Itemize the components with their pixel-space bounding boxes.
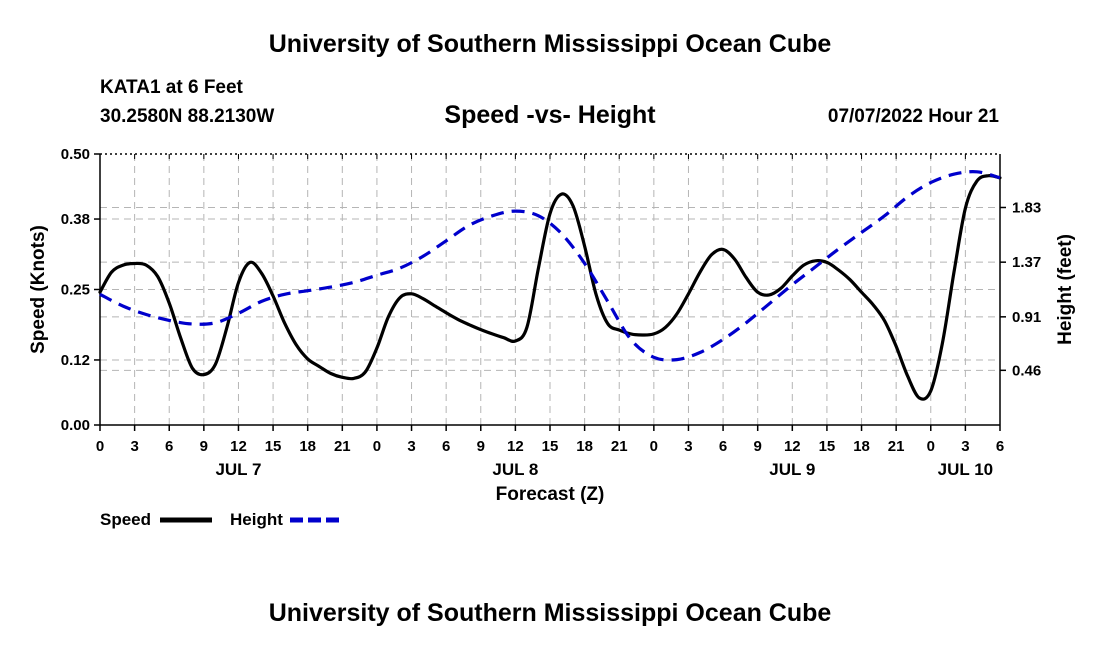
x-tick-label: 12 — [507, 438, 524, 455]
x-tick-label: 18 — [299, 438, 316, 455]
x-tick-label: 0 — [373, 438, 381, 455]
x-tick-label: 0 — [96, 438, 104, 455]
series-line-speed — [98, 174, 1002, 401]
x-tick-label: 6 — [165, 438, 173, 455]
y-tick-label: 0.50 — [61, 146, 90, 163]
x-tick-label: 3 — [684, 438, 692, 455]
y-tick-label: 0.25 — [61, 282, 90, 299]
x-tick-label: 15 — [265, 438, 282, 455]
series-line-height — [99, 170, 1001, 362]
x-tick-label: 15 — [819, 438, 836, 455]
date-label: JUL 10 — [938, 460, 993, 479]
x-tick-label: 3 — [961, 438, 969, 455]
x-axis-title: Forecast (Z) — [496, 484, 605, 505]
x-tick-label: 21 — [888, 438, 905, 455]
x-tick-label: 15 — [542, 438, 559, 455]
x-tick-label: 18 — [853, 438, 870, 455]
x-tick-label: 21 — [334, 438, 351, 455]
x-tick-label: 0 — [927, 438, 935, 455]
date-label: JUL 8 — [492, 460, 538, 479]
legend-label-height: Height — [230, 510, 283, 529]
y2-tick-label: 0.91 — [1012, 309, 1041, 326]
date-label: JUL 9 — [769, 460, 815, 479]
x-tick-label: 3 — [130, 438, 138, 455]
x-tick-label: 18 — [576, 438, 593, 455]
y-tick-label: 0.12 — [61, 352, 90, 369]
x-tick-label: 6 — [996, 438, 1004, 455]
y2-axis-title: Height (feet) — [1055, 234, 1076, 345]
x-tick-label: 9 — [754, 438, 762, 455]
y2-tick-label: 1.83 — [1012, 199, 1041, 216]
y2-tick-label: 1.37 — [1012, 254, 1041, 271]
page-title: University of Southern Mississippi Ocean… — [268, 30, 832, 58]
x-tick-label: 12 — [784, 438, 801, 455]
x-tick-label: 0 — [650, 438, 658, 455]
chart-series — [98, 170, 1002, 401]
chart-labels: 0 3 6 9 12 15 18 21 0 3 6 9 12 15 18 21 0 3 6 9 12 15 18 21 0 3 6J… — [28, 146, 1076, 505]
station-coordinates: 30.2580N 88.2130W — [100, 106, 275, 127]
x-tick-label: 21 — [611, 438, 628, 455]
x-tick-label: 9 — [477, 438, 485, 455]
footer-title: University of Southern Mississippi Ocean… — [268, 599, 832, 627]
y-axis-title: Speed (Knots) — [28, 225, 49, 354]
chart-legend: Speed Height — [100, 510, 342, 529]
x-tick-label: 6 — [719, 438, 727, 455]
date-label: JUL 7 — [215, 460, 261, 479]
y-tick-label: 0.00 — [61, 417, 90, 434]
legend-label-speed: Speed — [100, 510, 151, 529]
x-tick-label: 6 — [442, 438, 450, 455]
forecast-datetime: 07/07/2022 Hour 21 — [827, 106, 999, 127]
y2-tick-label: 0.46 — [1012, 362, 1041, 379]
station-label: KATA1 at 6 Feet — [100, 77, 243, 98]
x-tick-label: 9 — [200, 438, 208, 455]
x-tick-label: 12 — [230, 438, 247, 455]
chart-subtitle: Speed -vs- Height — [444, 101, 656, 129]
x-tick-label: 3 — [407, 438, 415, 455]
y-tick-label: 0.38 — [61, 211, 90, 228]
